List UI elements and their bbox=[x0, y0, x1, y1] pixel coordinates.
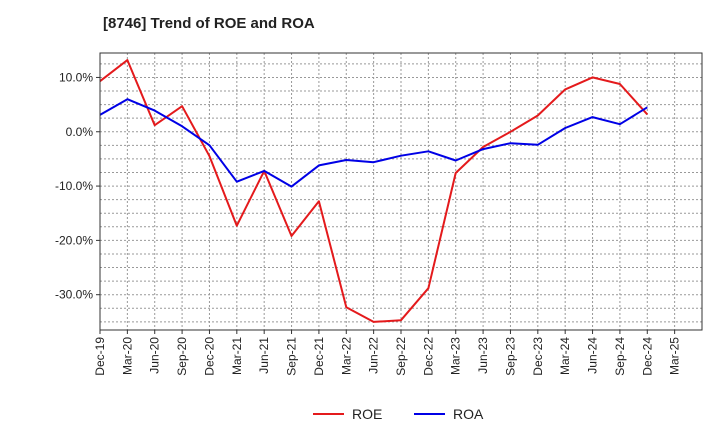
series-layer bbox=[99, 59, 649, 323]
chart-title: [8746] Trend of ROE and ROA bbox=[103, 15, 315, 32]
axis-layer: 10.0% 0.0% -10.0% -20.0% -30.0% Dec-19 Mar-20 J… bbox=[55, 52, 703, 376]
grid-layer bbox=[100, 53, 702, 330]
x-tick-label: Jun-21 bbox=[257, 337, 271, 374]
y-tick-label: -10.0% bbox=[55, 179, 93, 193]
x-tick-label: Jun-23 bbox=[476, 337, 490, 374]
x-tick-label: Dec-21 bbox=[312, 337, 326, 376]
y-tick-label: 0.0% bbox=[66, 125, 94, 139]
series-line-roa bbox=[99, 98, 648, 188]
x-tick-label: Jun-24 bbox=[586, 337, 600, 374]
legend-label-roa: ROA bbox=[453, 406, 484, 422]
x-tick-label: Jun-22 bbox=[367, 337, 381, 374]
x-tick-label: Dec-24 bbox=[640, 337, 654, 376]
legend-label-roe: ROE bbox=[352, 406, 382, 422]
x-tick-label: Jun-20 bbox=[148, 337, 162, 374]
x-tick-label: Mar-22 bbox=[339, 337, 353, 375]
legend: ROE ROA bbox=[313, 406, 484, 422]
series-line-roe bbox=[99, 59, 649, 323]
x-tick-label: Mar-23 bbox=[449, 337, 463, 375]
x-tick-label: Sep-20 bbox=[175, 337, 189, 376]
x-tick-label: Dec-19 bbox=[93, 337, 107, 376]
x-tick-label: Sep-22 bbox=[394, 337, 408, 376]
x-tick-label: Mar-20 bbox=[120, 337, 134, 375]
y-tick-label: -30.0% bbox=[55, 288, 93, 302]
x-tick-label: Mar-24 bbox=[558, 337, 572, 375]
x-tick-label: Sep-23 bbox=[503, 337, 517, 376]
x-tick-label: Dec-22 bbox=[421, 337, 435, 376]
x-tick-label: Dec-23 bbox=[531, 337, 545, 376]
x-tick-label: Mar-21 bbox=[230, 337, 244, 375]
x-tick-label: Sep-21 bbox=[285, 337, 299, 376]
y-tick-label: -20.0% bbox=[55, 233, 93, 247]
x-tick-label: Mar-25 bbox=[668, 337, 682, 375]
x-tick-label: Sep-24 bbox=[613, 337, 627, 376]
y-tick-label: 10.0% bbox=[59, 70, 93, 84]
x-tick-label: Dec-20 bbox=[202, 337, 216, 376]
